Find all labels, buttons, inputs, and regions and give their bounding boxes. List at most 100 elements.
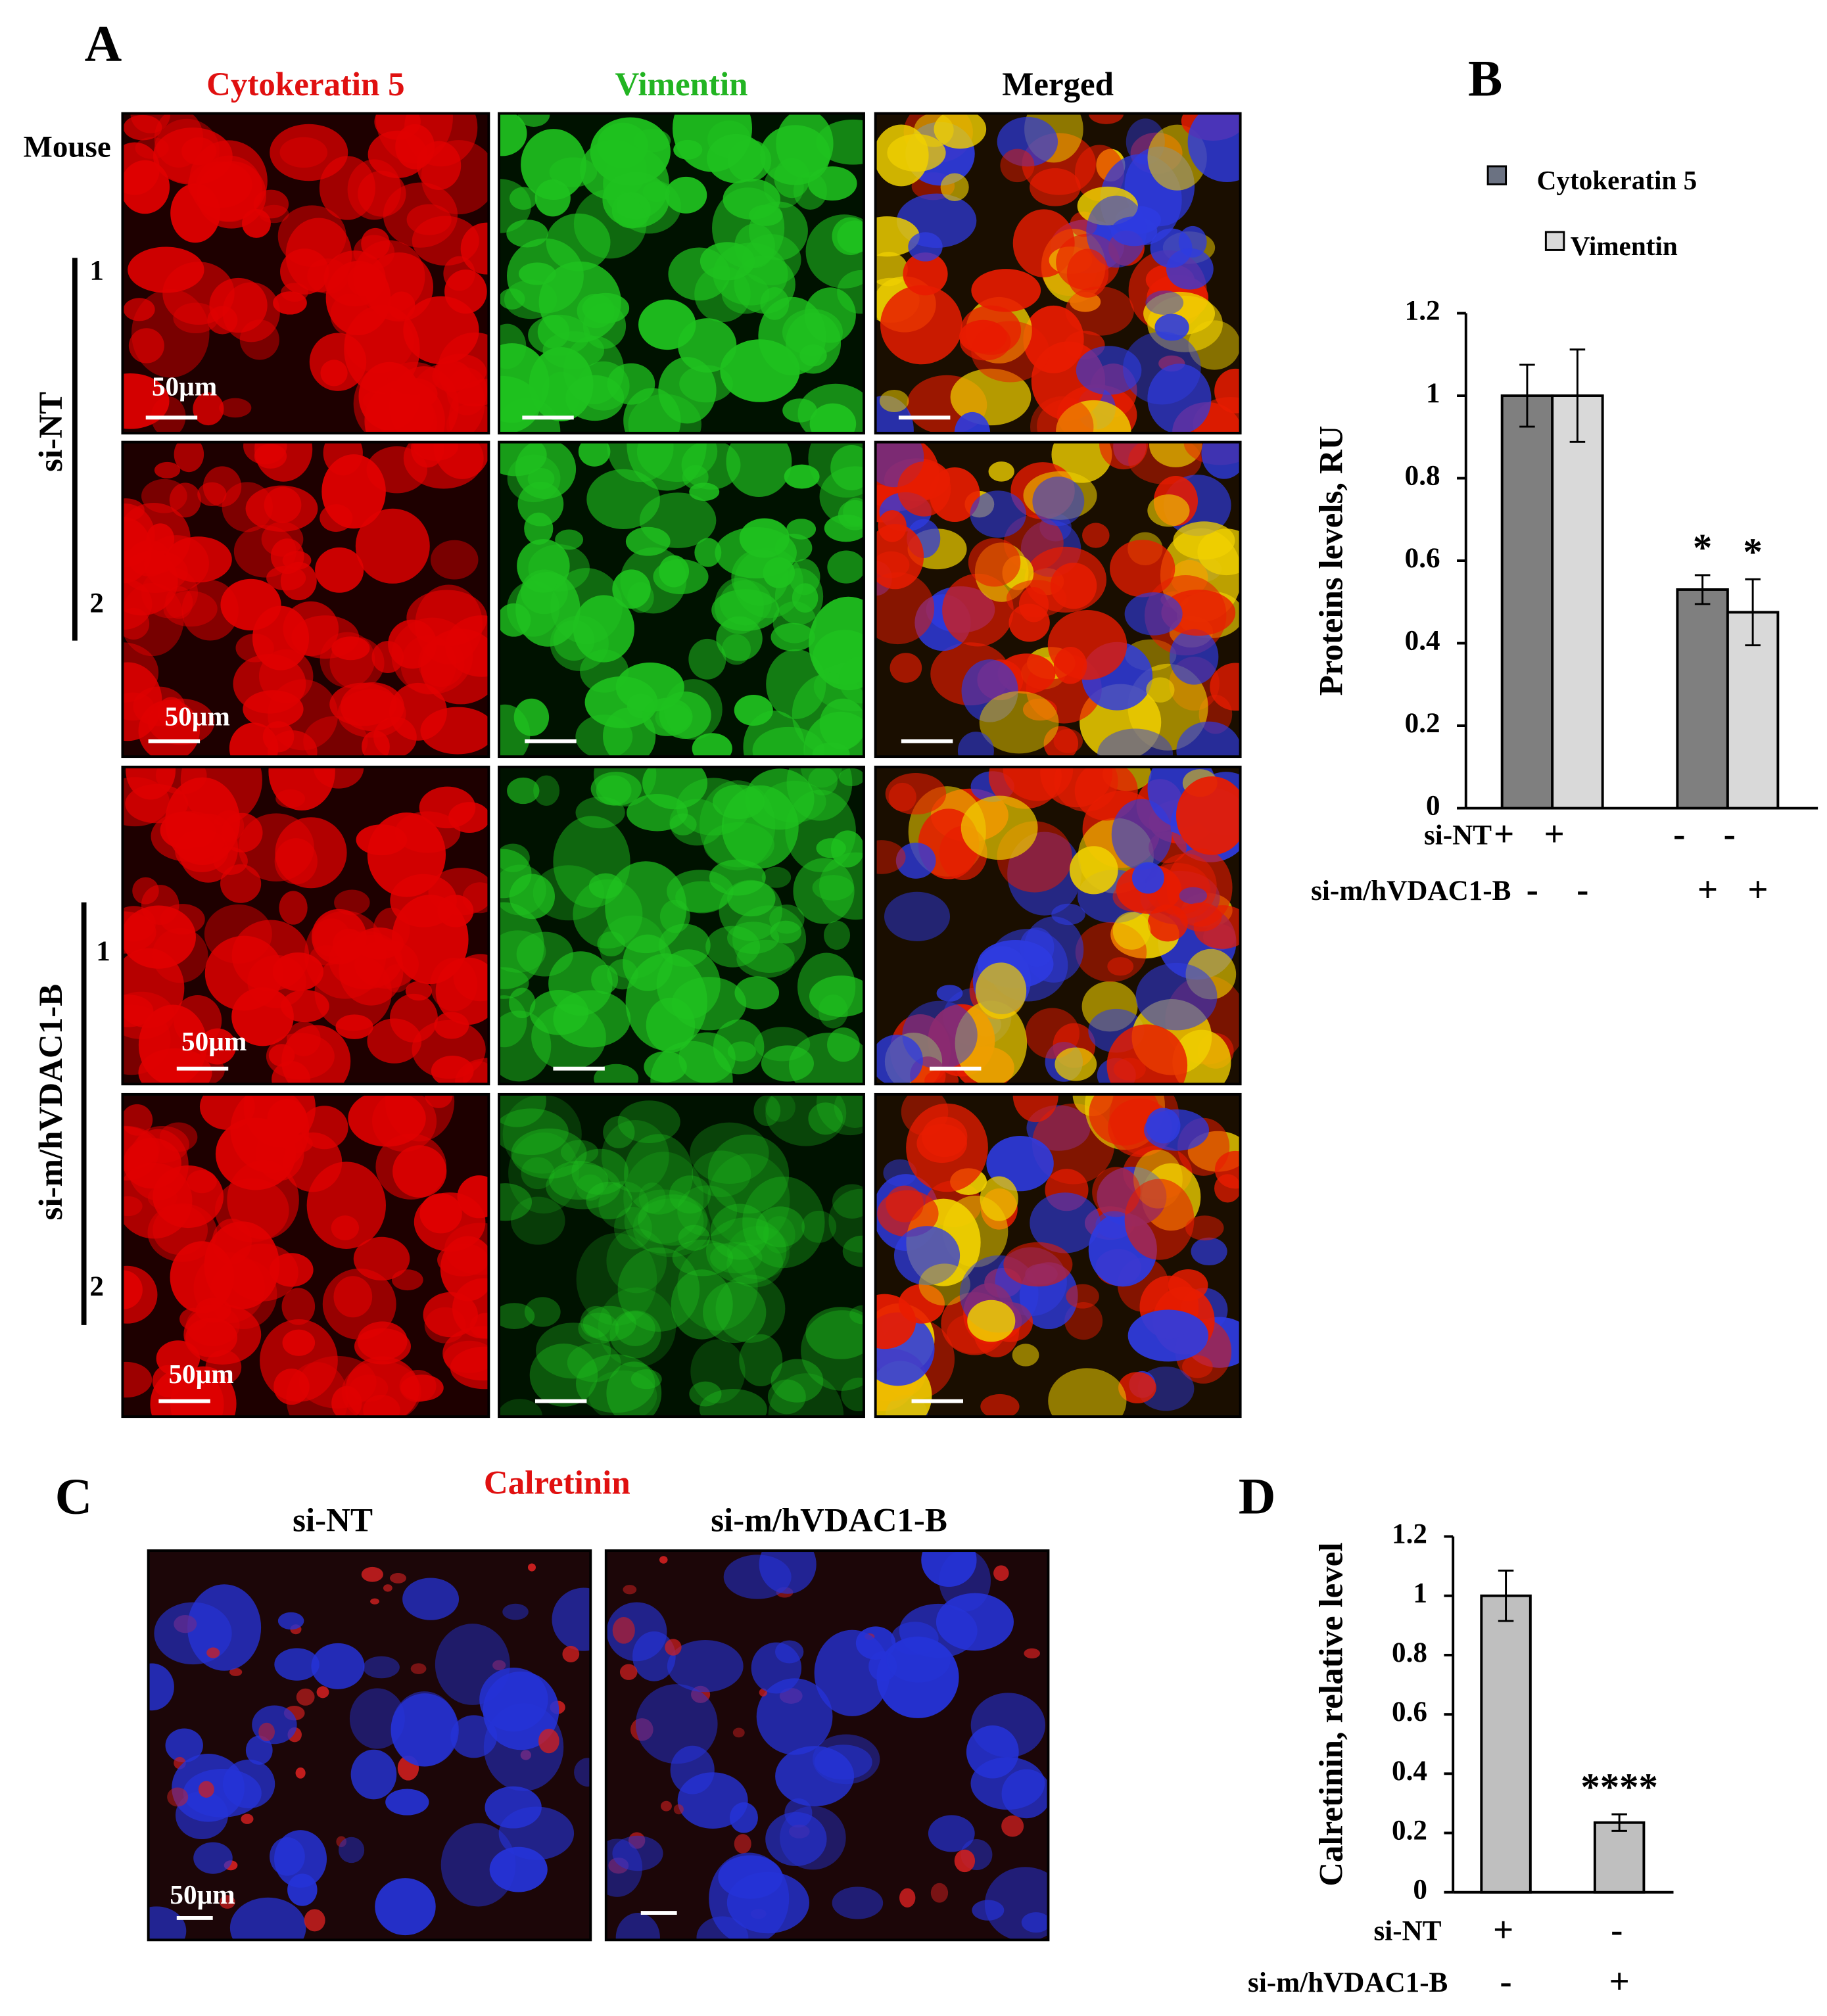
cell <box>805 1307 865 1359</box>
condition-label: si-NT <box>1424 820 1492 851</box>
cell <box>808 442 865 498</box>
cell <box>875 124 929 187</box>
cell <box>782 308 843 356</box>
cell <box>786 766 853 821</box>
cell <box>1135 962 1218 1031</box>
cell <box>678 1225 711 1251</box>
cell <box>954 411 991 433</box>
cell <box>521 1157 555 1190</box>
cell <box>286 1362 348 1417</box>
cell <box>590 772 642 806</box>
cell <box>918 1263 970 1306</box>
image-border <box>874 1092 1242 1418</box>
error-bar <box>1611 1813 1627 1832</box>
cell <box>950 368 1032 426</box>
cell <box>607 363 655 405</box>
cell <box>1069 846 1118 895</box>
bar <box>1480 1594 1532 1894</box>
condition-sign: + <box>1747 870 1768 910</box>
condition-sign: + <box>1494 814 1514 854</box>
cell <box>688 638 726 680</box>
cell <box>508 1132 579 1214</box>
cell <box>1003 1242 1073 1287</box>
cell <box>329 637 385 690</box>
cell <box>628 394 701 433</box>
cell <box>765 1094 847 1146</box>
panel-label: A <box>85 15 122 72</box>
cell <box>417 141 462 191</box>
cell <box>606 1602 667 1662</box>
column-header: Merged <box>1002 66 1114 103</box>
cell <box>229 1668 243 1676</box>
cell <box>353 1236 410 1281</box>
cell <box>1214 1150 1241 1189</box>
cell <box>170 1366 237 1417</box>
cell <box>511 1128 587 1179</box>
cell <box>670 1745 715 1794</box>
cell <box>602 172 669 228</box>
cell <box>527 1563 536 1572</box>
cell <box>281 1025 351 1085</box>
micrograph <box>875 113 1241 433</box>
cell <box>492 1660 506 1671</box>
cell <box>510 1196 565 1245</box>
cell <box>1111 799 1172 870</box>
cell <box>1053 646 1087 684</box>
y-tick-label: 1.2 <box>1392 1518 1427 1549</box>
cell <box>509 187 538 210</box>
cell <box>339 935 404 1006</box>
cell <box>788 1032 865 1085</box>
cell <box>635 1684 718 1764</box>
cell <box>499 442 547 477</box>
cell <box>671 1269 733 1340</box>
cell <box>1150 228 1193 268</box>
cell <box>888 782 916 812</box>
cell <box>222 482 273 532</box>
cell <box>546 1163 621 1209</box>
cell <box>940 173 969 201</box>
cell <box>506 220 548 248</box>
cell <box>320 360 348 387</box>
cell <box>669 1175 711 1214</box>
cell <box>1001 1815 1024 1837</box>
cell <box>756 1678 833 1755</box>
cell <box>703 822 774 868</box>
cell <box>122 607 150 640</box>
error-bar <box>1498 1569 1514 1622</box>
cell <box>521 129 586 200</box>
cell <box>605 1839 643 1897</box>
cell <box>617 1247 700 1332</box>
cell <box>1112 912 1151 950</box>
cell <box>331 1215 360 1240</box>
cell <box>638 299 696 350</box>
cell <box>902 1000 978 1069</box>
cell <box>677 1185 738 1236</box>
cell <box>311 1643 365 1689</box>
cell <box>671 977 747 1031</box>
cell <box>1012 1344 1039 1367</box>
cell <box>245 485 318 532</box>
cell <box>444 1223 489 1275</box>
cell <box>270 538 304 574</box>
cell <box>209 277 268 333</box>
cell <box>734 1834 751 1854</box>
cell <box>320 504 353 532</box>
cell <box>1124 592 1183 636</box>
cell <box>692 1150 751 1198</box>
cell <box>241 1814 254 1824</box>
cell <box>1030 396 1094 433</box>
cell <box>175 829 229 872</box>
cell <box>877 1190 939 1237</box>
cell <box>1127 1309 1209 1362</box>
cell <box>797 383 865 433</box>
cell <box>135 1125 189 1163</box>
replicate-label: 1 <box>96 936 110 967</box>
cell <box>1086 195 1147 268</box>
cell <box>692 733 732 757</box>
cell <box>274 1648 320 1681</box>
cell <box>383 182 458 248</box>
cell <box>673 139 703 160</box>
cell <box>841 1377 865 1412</box>
cell <box>980 1394 1020 1417</box>
cell <box>801 1310 865 1391</box>
